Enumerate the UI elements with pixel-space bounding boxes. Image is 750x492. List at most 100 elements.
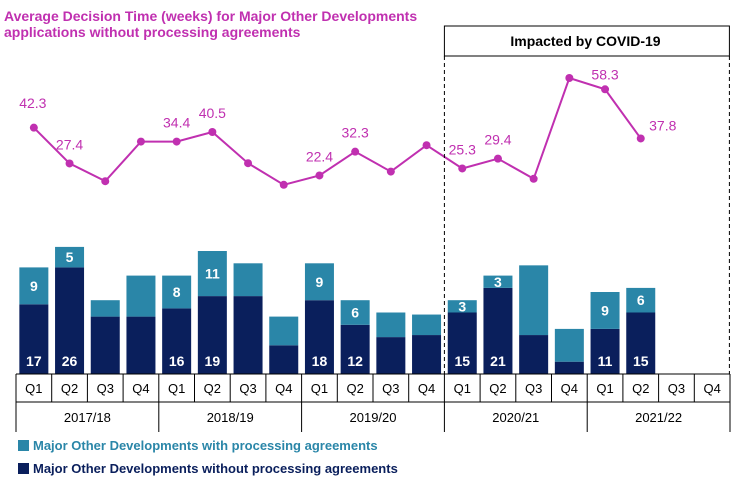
bar-with-agreements <box>55 246 85 268</box>
bar-label-without-agreements: 15 <box>454 353 470 369</box>
decision-time-label: 25.3 <box>449 141 476 157</box>
x-tick-label: Q4 <box>275 381 292 396</box>
decision-time-point <box>315 171 324 180</box>
bar-with-agreements <box>590 292 620 329</box>
bar-with-agreements <box>197 251 227 297</box>
bar-label-with-agreements: 9 <box>316 274 324 290</box>
bar-without-agreements <box>626 312 656 374</box>
bar-label-with-agreements: 11 <box>205 266 220 282</box>
decision-time-point <box>636 134 645 143</box>
bar-label-without-agreements: 16 <box>169 353 185 369</box>
decision-time-point <box>244 159 253 168</box>
chart-title-line: Average Decision Time (weeks) for Major … <box>4 8 417 24</box>
bar-with-agreements <box>412 314 442 336</box>
bar-without-agreements <box>483 287 513 374</box>
bar-label-with-agreements: 8 <box>173 284 181 300</box>
bar-without-agreements <box>126 316 156 374</box>
bar-with-agreements <box>90 300 120 317</box>
bar-without-agreements <box>233 296 263 374</box>
bar-without-agreements <box>269 345 299 374</box>
x-year-label: 2018/19 <box>207 410 254 425</box>
bar-with-agreements <box>519 265 549 336</box>
x-tick-label: Q2 <box>632 381 649 396</box>
legend-item-with-agreements: Major Other Developments with processing… <box>18 438 378 453</box>
x-tick-label: Q1 <box>168 381 185 396</box>
bar-with-agreements <box>126 275 156 317</box>
chart-title-line: applications without processing agreemen… <box>4 24 301 40</box>
decision-time-label: 34.4 <box>163 115 190 131</box>
bar-with-agreements <box>447 300 477 313</box>
bar-label-with-agreements: 5 <box>66 249 74 265</box>
bar-label-with-agreements: 6 <box>637 292 645 308</box>
bar-without-agreements <box>590 328 620 374</box>
decision-time-point <box>565 74 574 82</box>
bar-label-without-agreements: 11 <box>598 353 613 369</box>
decision-time-label: 37.8 <box>649 117 676 133</box>
x-tick-label: Q2 <box>204 381 221 396</box>
x-year-label: 2019/20 <box>350 410 397 425</box>
x-tick-label: Q2 <box>489 381 506 396</box>
decision-time-point <box>458 164 467 173</box>
covid-annotation <box>443 25 730 374</box>
bar-label-without-agreements: 17 <box>26 353 42 369</box>
legend-swatch-with-agreements <box>18 440 29 451</box>
legend-label-without-agreements: Major Other Developments without process… <box>33 461 398 476</box>
bar-without-agreements <box>519 335 549 374</box>
chart-title: Average Decision Time (weeks) for Major … <box>4 8 417 40</box>
bar-without-agreements <box>90 316 120 374</box>
bar-without-agreements <box>412 335 442 374</box>
x-tick-label: Q1 <box>311 381 328 396</box>
x-tick-label: Q1 <box>454 381 471 396</box>
decision-time-point <box>65 159 74 168</box>
decision-time-label: 42.3 <box>19 95 46 111</box>
decision-time-label: 29.4 <box>484 132 511 148</box>
bars-layer: 17 9 26 5 16 8 19 11 18 9 12 6 15 3 21 3 11 9 15 6 <box>19 246 656 374</box>
bar-with-agreements <box>626 287 656 313</box>
decision-time-point <box>351 147 360 156</box>
bar-with-agreements <box>304 263 334 301</box>
bar-label-with-agreements: 3 <box>458 298 466 314</box>
x-tick-label: Q1 <box>596 381 613 396</box>
x-year-label: 2017/18 <box>64 410 111 425</box>
x-tick-label: Q3 <box>668 381 685 396</box>
decision-time-line <box>33 76 642 186</box>
bar-without-agreements <box>304 300 334 374</box>
x-tick-label: Q4 <box>418 381 435 396</box>
x-year-label: 2020/21 <box>492 410 539 425</box>
decision-time-label: 22.4 <box>306 148 333 164</box>
legend-label-with-agreements: Major Other Developments with processing… <box>33 438 378 453</box>
decision-time-point <box>172 137 181 146</box>
covid-annotation-box <box>443 25 730 57</box>
decision-time-label: 58.3 <box>591 66 618 82</box>
covid-annotation-label: Impacted by COVID-19 <box>510 33 661 49</box>
bar-without-agreements <box>340 324 370 374</box>
line-layer: 42.3 27.4 34.4 40.5 22.4 32.3 25.3 29.4 58.3 37.8 <box>19 66 677 189</box>
x-tick-label: Q3 <box>97 381 114 396</box>
decision-time-point <box>136 137 145 146</box>
bar-without-agreements <box>55 267 85 374</box>
decision-time-point <box>422 141 431 150</box>
bar-label-without-agreements: 12 <box>347 353 363 369</box>
bar-with-agreements <box>554 328 584 362</box>
decision-time-point <box>386 167 395 176</box>
bar-label-with-agreements: 6 <box>351 305 359 321</box>
bar-label-without-agreements: 18 <box>312 353 328 369</box>
decision-time-point <box>279 180 288 189</box>
bar-label-with-agreements: 9 <box>30 278 38 294</box>
x-tick-label: Q3 <box>239 381 256 396</box>
bar-without-agreements <box>554 361 584 374</box>
bar-without-agreements <box>376 337 406 374</box>
x-tick-label: Q4 <box>703 381 720 396</box>
x-tick-label: Q3 <box>382 381 399 396</box>
bar-label-with-agreements: 9 <box>601 302 609 318</box>
bar-with-agreements <box>340 300 370 325</box>
bar-with-agreements <box>376 312 406 338</box>
decision-time-point <box>529 174 538 183</box>
bar-label-without-agreements: 15 <box>633 353 649 369</box>
legend-item-without-agreements: Major Other Developments without process… <box>18 461 398 476</box>
bar-without-agreements <box>447 312 477 374</box>
decision-time-label: 27.4 <box>56 136 83 152</box>
legend-swatch-without-agreements <box>18 463 29 474</box>
bar-label-with-agreements: 3 <box>494 274 502 290</box>
bar-label-without-agreements: 21 <box>490 353 506 369</box>
